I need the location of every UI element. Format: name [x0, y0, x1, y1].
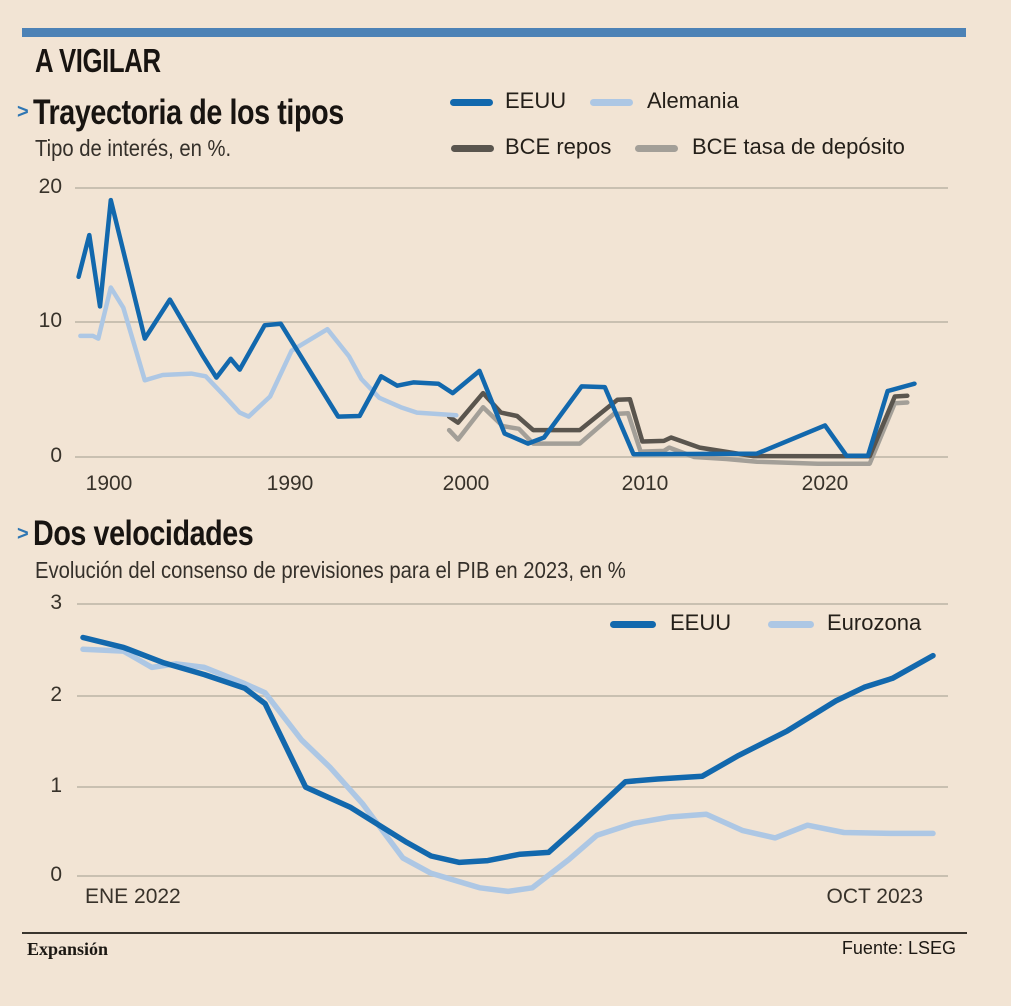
- chart2-ytick-0: 0: [50, 863, 62, 886]
- chart1-xtick-3: 2000: [442, 472, 490, 495]
- chart1-ytick-10: 10: [38, 309, 62, 332]
- series-line-bce-tasa-de-dep-sito: [446, 400, 910, 466]
- chart2-xlabel-start: ENE 2022: [85, 885, 181, 908]
- chart1-xtick-1: 1900: [85, 472, 133, 495]
- chart1-xtick-5: 2020: [801, 472, 849, 495]
- chart1-title: Trayectoria de los tipos: [33, 93, 344, 132]
- chart2-gridline-0: [77, 875, 948, 877]
- legend2-swatch-eurozona: [768, 621, 814, 628]
- series-line-eurozona: [80, 646, 936, 895]
- series-line-alemania: [78, 285, 459, 419]
- chart1-gridline-20: [75, 187, 948, 189]
- chart2-title: Dos velocidades: [33, 514, 254, 553]
- legend-swatch-bce-deposito: [635, 145, 678, 152]
- chart2-ytick-1: 1: [50, 774, 62, 797]
- chart2-ytick-2: 2: [50, 683, 62, 706]
- chart1-gridline-10: [75, 321, 948, 323]
- legend2-swatch-eeuu: [610, 621, 656, 628]
- legend-label-bce-repos: BCE repos: [505, 134, 612, 159]
- series-line-bce-repos: [446, 390, 910, 459]
- series-line-eeuu: [80, 634, 936, 866]
- chart1-gridline-0: [75, 456, 948, 458]
- source-credit: Fuente: LSEG: [841, 938, 956, 958]
- chart1-xtick-4: 2010: [621, 472, 669, 495]
- chart1-subtitle: Tipo de interés, en %.: [35, 135, 232, 161]
- top-accent-bar: [22, 28, 966, 37]
- legend-label-alemania: Alemania: [647, 88, 739, 113]
- chart2-ytick-3: 3: [50, 591, 62, 614]
- chart1-ytick-0: 0: [50, 444, 62, 467]
- footer-rule: [22, 932, 967, 934]
- legend2-label-eurozona: Eurozona: [827, 610, 922, 635]
- section2-chevron-icon: >: [17, 523, 29, 545]
- series-line-eeuu: [76, 197, 917, 458]
- legend-swatch-bce-repos: [451, 145, 494, 152]
- legend2-label-eeuu: EEUU: [670, 610, 732, 635]
- chart2-xlabel-end: OCT 2023: [826, 885, 924, 908]
- legend-label-bce-deposito: BCE tasa de depósito: [692, 134, 905, 159]
- chart1-ytick-20: 20: [38, 175, 62, 198]
- chart2-subtitle: Evolución del consenso de previsiones pa…: [35, 557, 626, 583]
- legend-swatch-alemania: [590, 99, 633, 106]
- brand-logo: Expansión: [27, 939, 109, 959]
- chart2-gridline-3: [77, 603, 948, 605]
- legend-label-eeuu: EEUU: [505, 88, 567, 113]
- chart1-xtick-2: 1990: [266, 472, 314, 495]
- section1-chevron-icon: >: [17, 101, 29, 123]
- chart2-gridline-2: [77, 695, 948, 697]
- legend-swatch-eeuu: [450, 99, 493, 106]
- kicker-title: A VIGILAR: [35, 42, 161, 79]
- chart2-gridline-1: [77, 786, 948, 788]
